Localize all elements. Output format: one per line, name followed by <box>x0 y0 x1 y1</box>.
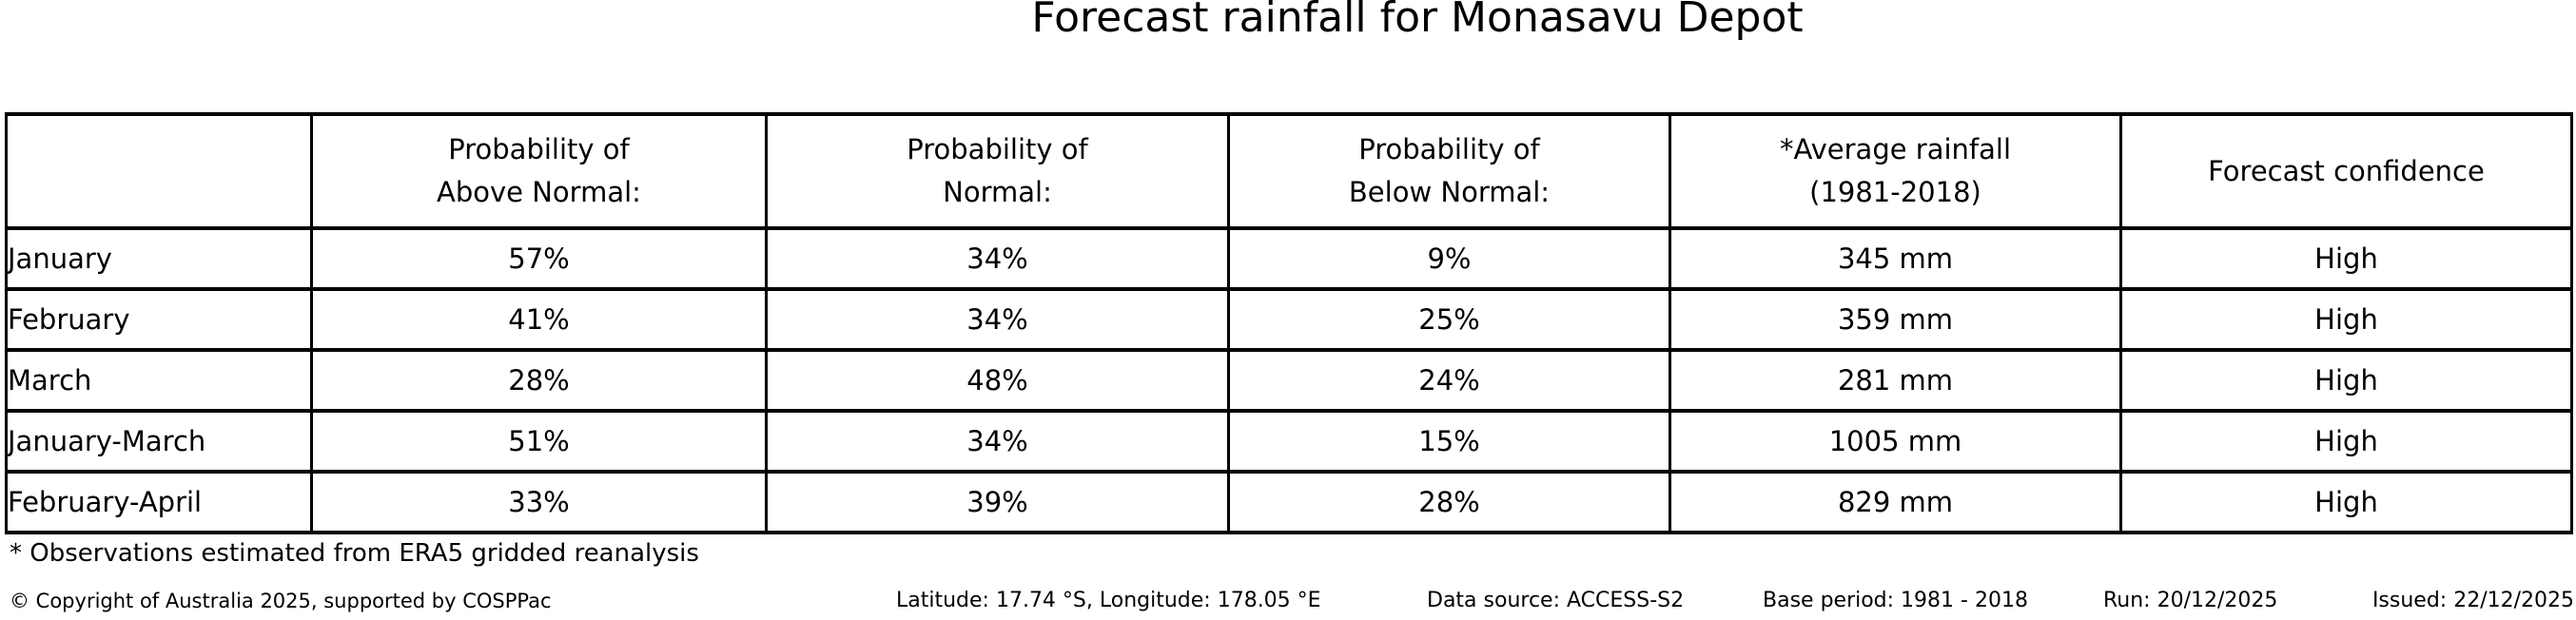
table-cell: 15% <box>1227 409 1671 474</box>
forecast-table: Probability of Above Normal: Probability… <box>5 112 2573 534</box>
table-cell: 41% <box>310 287 768 352</box>
row-label: January-March <box>5 409 313 474</box>
table-cell: 345 mm <box>1669 226 2122 291</box>
table-corner-cell <box>5 112 313 230</box>
table-cell: 57% <box>310 226 768 291</box>
table-cell: 359 mm <box>1669 287 2122 352</box>
table-row: January 57% 34% 9% 345 mm High <box>5 226 2573 291</box>
table-cell: 28% <box>1227 470 1671 534</box>
table-cell: High <box>2119 348 2573 413</box>
header-average-rainfall: *Average rainfall (1981-2018) <box>1669 112 2122 230</box>
row-label: February-April <box>5 470 313 534</box>
table-cell: 48% <box>765 348 1230 413</box>
row-label: March <box>5 348 313 413</box>
table-cell: High <box>2119 226 2573 291</box>
table-cell: 34% <box>765 287 1230 352</box>
table-row: February 41% 34% 25% 359 mm High <box>5 287 2573 352</box>
table-cell: 33% <box>310 470 768 534</box>
page-title: Forecast rainfall for Monasavu Depot <box>1031 0 1804 42</box>
table-cell: 39% <box>765 470 1230 534</box>
row-label: February <box>5 287 313 352</box>
header-forecast-confidence: Forecast confidence <box>2119 112 2573 230</box>
table-cell: 34% <box>765 409 1230 474</box>
table-cell: 1005 mm <box>1669 409 2122 474</box>
copyright-text: © Copyright of Australia 2025, supported… <box>10 590 552 612</box>
table-cell: 34% <box>765 226 1230 291</box>
table-cell: 25% <box>1227 287 1671 352</box>
table-row: February-April 33% 39% 28% 829 mm High <box>5 470 2573 534</box>
issued-date-text: Issued: 22/12/2025 <box>2371 589 2574 612</box>
base-period-text: Base period: 1981 - 2018 <box>1763 589 2028 612</box>
table-cell: High <box>2119 409 2573 474</box>
table-cell: 9% <box>1227 226 1671 291</box>
location-text: Latitude: 17.74 °S, Longitude: 178.05 °E <box>896 589 1321 612</box>
observations-footnote: * Observations estimated from ERA5 gridd… <box>10 539 699 568</box>
table-header-row: Probability of Above Normal: Probability… <box>5 112 2573 230</box>
header-normal: Probability of Normal: <box>765 112 1230 230</box>
row-label: January <box>5 226 313 291</box>
table-row: March 28% 48% 24% 281 mm High <box>5 348 2573 413</box>
table-row: January-March 51% 34% 15% 1005 mm High <box>5 409 2573 474</box>
table-cell: 51% <box>310 409 768 474</box>
header-above-normal: Probability of Above Normal: <box>310 112 768 230</box>
header-below-normal: Probability of Below Normal: <box>1227 112 1671 230</box>
table-cell: 24% <box>1227 348 1671 413</box>
table-cell: High <box>2119 470 2573 534</box>
table-cell: 28% <box>310 348 768 413</box>
table-cell: 281 mm <box>1669 348 2122 413</box>
data-source-text: Data source: ACCESS-S2 <box>1427 589 1685 612</box>
run-date-text: Run: 20/12/2025 <box>2103 589 2278 612</box>
table-cell: High <box>2119 287 2573 352</box>
table-cell: 829 mm <box>1669 470 2122 534</box>
